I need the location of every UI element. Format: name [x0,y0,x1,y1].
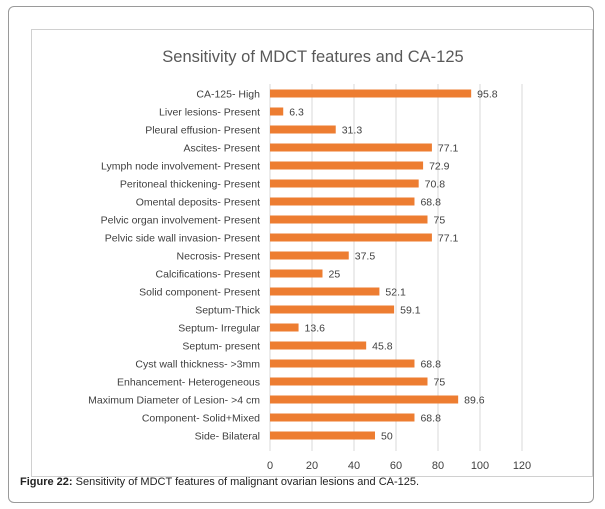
bar-chart: Sensitivity of MDCT features and CA-125 0… [88,48,531,472]
bar [270,179,419,188]
chart-container: Sensitivity of MDCT features and CA-125 0… [31,29,593,477]
category-label: Lymph node involvement- Present [101,161,260,173]
data-label: 45.8 [372,341,393,353]
bar [270,341,367,350]
category-label: Calcifications- Present [156,269,261,281]
data-label: 25 [329,269,341,281]
data-label: 68.8 [420,413,441,425]
bar [270,197,415,206]
chart-title: Sensitivity of MDCT features and CA-125 [162,48,463,66]
bar [270,323,299,332]
bar [270,395,459,404]
data-label: 77.1 [438,143,459,155]
data-label: 75 [434,377,446,389]
bar [270,89,472,98]
category-label: CA-125- High [196,89,260,101]
x-tick-label: 40 [348,460,360,472]
category-label: Pelvic organ involvement- Present [101,215,260,227]
x-tick-label: 100 [471,460,489,472]
x-tick-label: 120 [513,460,531,472]
bar [270,305,395,314]
category-label: Enhancement- Heterogeneous [117,377,260,389]
figure-frame: Sensitivity of MDCT features and CA-125 0… [8,6,594,503]
caption-label: Figure 22: [20,476,73,488]
x-tick-label: 0 [267,460,273,472]
category-label: Solid component- Present [139,287,260,299]
data-label: 72.9 [429,161,450,173]
category-label: Liver lesions- Present [159,107,260,119]
data-label: 31.3 [342,125,363,137]
category-label: Pelvic side wall invasion- Present [105,233,260,245]
bar [270,125,336,134]
data-label: 70.8 [425,179,446,191]
caption-text: Sensitivity of MDCT features of malignan… [72,476,420,488]
x-tick-label: 60 [390,460,402,472]
category-label: Maximum Diameter of Lesion- >4 cm [88,395,260,407]
category-label: Septum- present [182,341,260,353]
bar [270,107,284,116]
data-label: 6.3 [289,107,304,119]
category-label: Peritoneal thickening- Present [120,179,260,191]
data-label: 59.1 [400,305,421,317]
x-tick-label: 20 [306,460,318,472]
category-label: Omental deposits- Present [136,197,260,209]
bar [270,377,428,386]
category-label: Side- Bilateral [195,431,260,443]
category-label: Pleural effusion- Present [145,125,260,137]
bar [270,233,432,242]
data-label: 77.1 [438,233,459,245]
figure-caption: Figure 22: Sensitivity of MDCT features … [20,476,590,488]
category-label: Necrosis- Present [177,251,261,263]
bar [270,161,424,170]
category-label: Ascites- Present [184,143,261,155]
data-label: 68.8 [420,359,441,371]
bar [270,413,415,422]
data-label: 68.8 [420,197,441,209]
category-label: Septum- Irregular [178,323,260,335]
data-label: 75 [434,215,446,227]
bar [270,269,323,278]
data-label: 50 [381,431,393,443]
data-label: 13.6 [305,323,326,335]
data-label: 37.5 [355,251,376,263]
data-label: 89.6 [464,395,485,407]
category-label: Septum-Thick [195,305,261,317]
x-tick-label: 80 [432,460,444,472]
bar [270,359,415,368]
bar [270,215,428,224]
bar [270,251,349,260]
bar [270,287,380,296]
category-label: Component- Solid+Mixed [142,413,260,425]
bar [270,431,375,440]
bar [270,143,432,152]
data-label: 95.8 [477,89,498,101]
category-label: Cyst wall thickness- >3mm [135,359,260,371]
data-label: 52.1 [385,287,406,299]
